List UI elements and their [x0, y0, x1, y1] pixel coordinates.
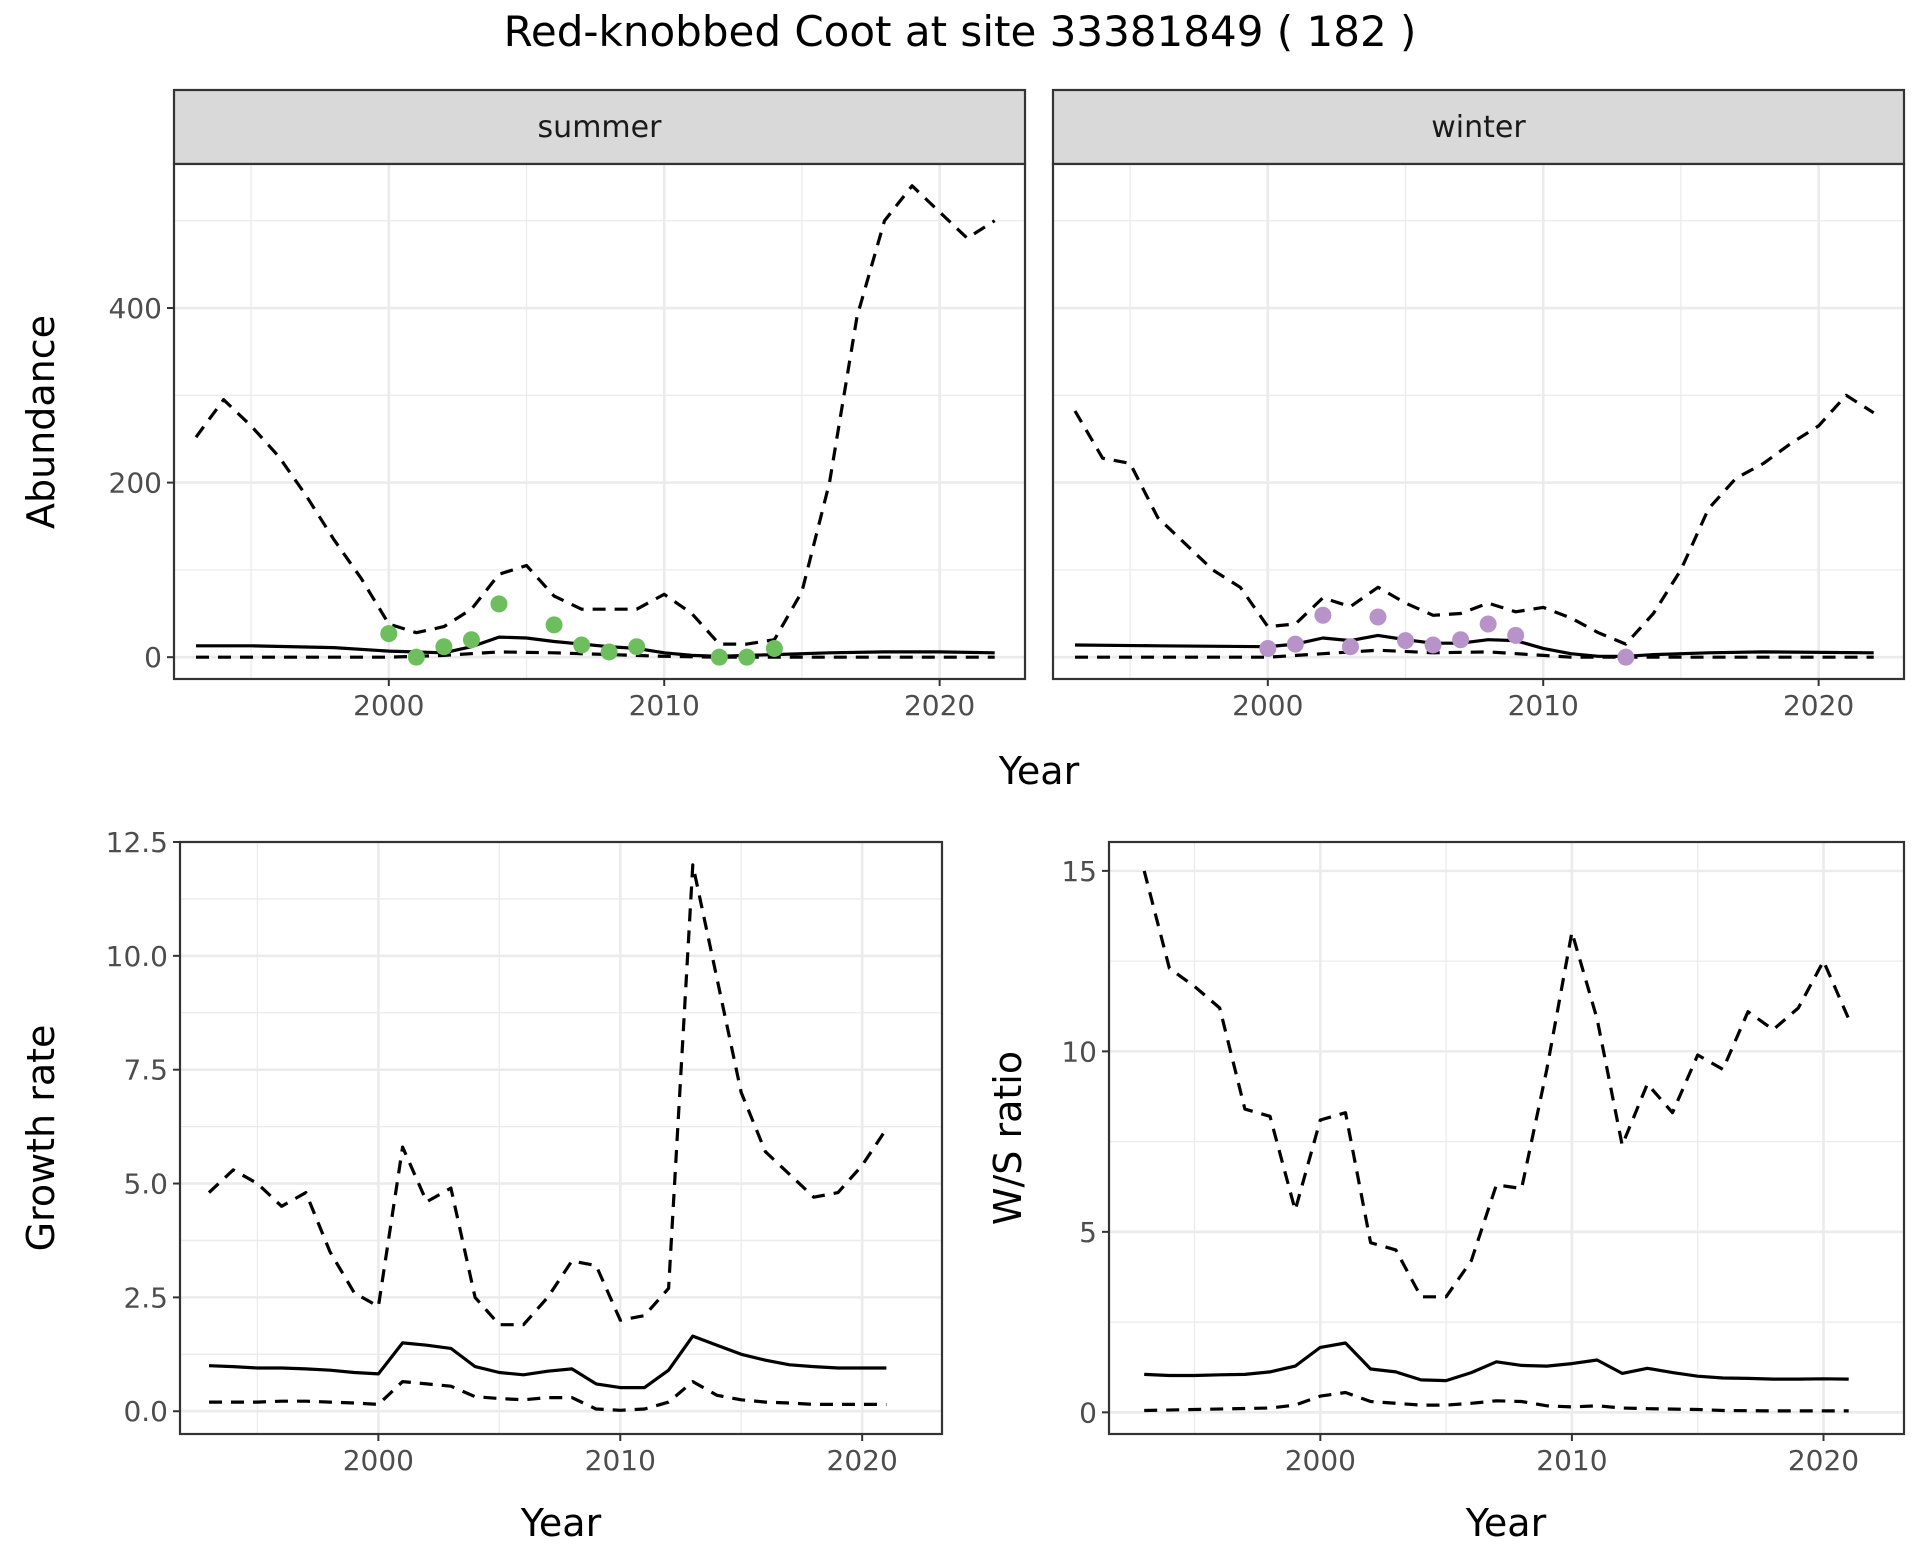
facet-strip	[1051, 88, 1906, 166]
data-point	[738, 648, 756, 666]
panel-background	[1053, 164, 1904, 679]
facet-strip	[172, 88, 1027, 166]
x-tick-label: 2010	[629, 689, 700, 722]
data-point	[545, 616, 563, 634]
series-line-mean	[196, 635, 995, 658]
x-tick-label: 2010	[585, 1444, 656, 1477]
x-axis-label: Year	[520, 1501, 602, 1545]
data-point	[380, 625, 398, 643]
x-tick-label: 2010	[1536, 1444, 1607, 1477]
facet-panel-winter: winter 2000 2010 2020	[1051, 88, 1906, 722]
panel-border	[172, 162, 1027, 681]
y-axis-label: W/S ratio	[986, 1051, 1030, 1225]
y-tick-label: 0.0	[123, 1395, 168, 1428]
data-point	[1507, 626, 1525, 644]
x-tick-label: 2020	[1788, 1444, 1859, 1477]
data-point	[1397, 632, 1415, 650]
y-tick-label: 200	[109, 467, 162, 500]
facet-strip-label: winter	[1431, 110, 1526, 145]
data-point	[1369, 608, 1387, 626]
series-line-mean	[208, 1334, 887, 1390]
series-line-upper	[1142, 870, 1851, 1299]
data-point	[435, 638, 453, 656]
growth-rate-chart: 2000 2010 2020 0.0 2.5 5.0 7.5 10.0 12.5 Year Grow…	[19, 826, 944, 1545]
y-tick-label: 10.0	[106, 940, 168, 973]
series-line-lower	[209, 1379, 887, 1412]
x-axis-label: Year	[1465, 1501, 1547, 1545]
data-point	[628, 638, 646, 656]
x-tick-label: 2020	[1783, 689, 1854, 722]
data-point	[1259, 639, 1277, 657]
x-tick-label: 2000	[353, 689, 424, 722]
x-tick-label: 2000	[1285, 1444, 1356, 1477]
series-line-upper	[1073, 393, 1875, 646]
data-point	[1479, 615, 1497, 633]
y-tick-label: 2.5	[123, 1281, 168, 1314]
data-point	[1617, 648, 1635, 666]
y-tick-label: 5	[1079, 1216, 1097, 1249]
x-tick-label: 2010	[1508, 689, 1579, 722]
y-tick-label: 7.5	[123, 1054, 168, 1087]
ws-ratio-chart: 2000 2010 2020 0 5 10 15 Year W/S ratio	[986, 840, 1906, 1545]
data-point	[407, 648, 425, 666]
panel-border	[1107, 840, 1906, 1436]
chart-title: Red-knobbed Coot at site 33381849 ( 182 …	[504, 7, 1417, 56]
data-point	[1286, 635, 1304, 653]
data-point	[573, 636, 591, 654]
series-line-mean	[1144, 1341, 1849, 1383]
abundance-chart: summer 2000 2010 2020 0 200 400 winter 2000 2010 2…	[19, 88, 1906, 793]
data-point	[462, 631, 480, 649]
panel-background	[180, 842, 942, 1434]
panel-background	[1109, 842, 1904, 1434]
facet-panel-summer: summer 2000 2010 2020 0 200 400	[109, 88, 1027, 722]
data-point	[600, 643, 618, 661]
series-line-upper	[207, 863, 888, 1327]
y-tick-label: 400	[109, 292, 162, 325]
facet-strip-label: summer	[538, 110, 663, 145]
x-tick-label: 2000	[1232, 689, 1303, 722]
data-point	[1452, 631, 1470, 649]
y-tick-label: 10	[1061, 1035, 1097, 1068]
panel-border	[1051, 162, 1906, 681]
y-tick-label: 5.0	[123, 1168, 168, 1201]
y-tick-label: 0	[1079, 1396, 1097, 1429]
y-tick-label: 12.5	[106, 826, 168, 859]
y-tick-label: 0	[144, 641, 162, 674]
data-point	[490, 595, 508, 613]
data-point	[710, 648, 728, 666]
data-point	[765, 639, 783, 657]
data-point	[1341, 638, 1359, 656]
data-point	[1424, 636, 1442, 654]
x-tick-label: 2020	[904, 689, 975, 722]
series-line-upper	[194, 184, 996, 646]
x-tick-label: 2020	[827, 1444, 898, 1477]
x-tick-label: 2000	[343, 1444, 414, 1477]
series-line-lower	[1144, 1390, 1849, 1413]
panel-background	[174, 164, 1025, 679]
y-axis-label: Growth rate	[19, 1025, 63, 1252]
panel-border	[178, 840, 944, 1436]
x-axis-label: Year	[998, 749, 1080, 793]
data-point	[1314, 606, 1332, 624]
y-tick-label: 15	[1061, 855, 1097, 888]
y-axis-label: Abundance	[19, 315, 63, 529]
